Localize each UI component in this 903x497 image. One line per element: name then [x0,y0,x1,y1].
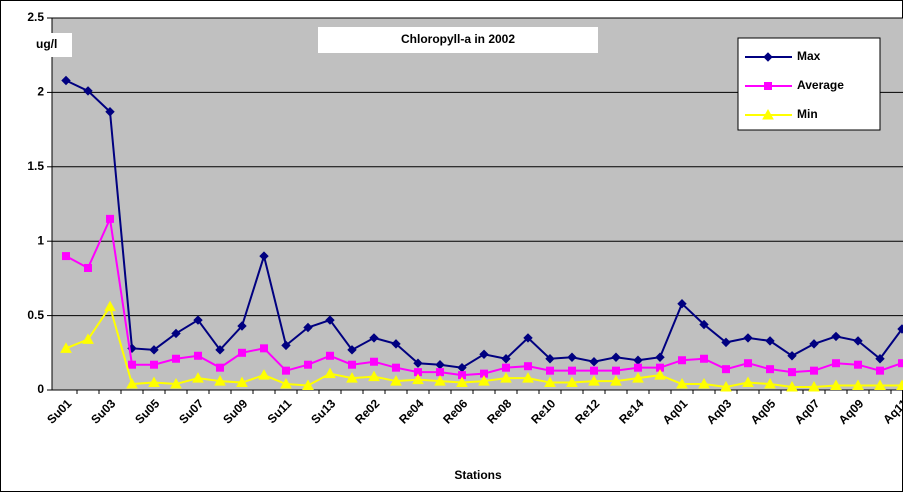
marker [239,349,246,356]
y-tick-label: 2 [37,85,44,99]
marker [107,215,114,222]
marker [305,361,312,368]
marker [745,360,752,367]
marker [547,367,554,374]
y-tick-label: 1 [37,233,44,247]
marker [129,361,136,368]
marker [503,364,510,371]
y-tick-label: 2.5 [27,10,44,24]
marker [437,369,444,376]
marker [151,361,158,368]
marker [327,352,334,359]
marker [701,355,708,362]
marker [85,264,92,271]
marker [811,367,818,374]
marker [525,363,532,370]
marker [261,345,268,352]
marker [393,364,400,371]
y-tick-label: 1.5 [27,159,44,173]
legend-label: Max [797,49,821,63]
legend-marker [765,83,772,90]
marker [789,369,796,376]
marker [877,367,884,374]
marker [173,355,180,362]
marker [63,253,70,260]
marker [679,357,686,364]
legend-label: Min [797,107,818,121]
y-tick-label: 0.5 [27,308,44,322]
marker [767,366,774,373]
x-axis-label: Stations [454,468,502,482]
marker [635,364,642,371]
legend-label: Average [797,78,844,92]
marker [833,360,840,367]
y-tick-label: 0 [37,382,44,396]
marker [569,367,576,374]
marker [195,352,202,359]
marker [613,367,620,374]
marker [855,361,862,368]
chart-title: Chloropyll-a in 2002 [401,32,515,46]
marker [591,367,598,374]
marker [371,358,378,365]
marker [283,367,290,374]
marker [217,364,224,371]
marker [899,360,903,367]
marker [349,361,356,368]
marker [723,366,730,373]
y-axis-label: ug/l [36,37,57,51]
